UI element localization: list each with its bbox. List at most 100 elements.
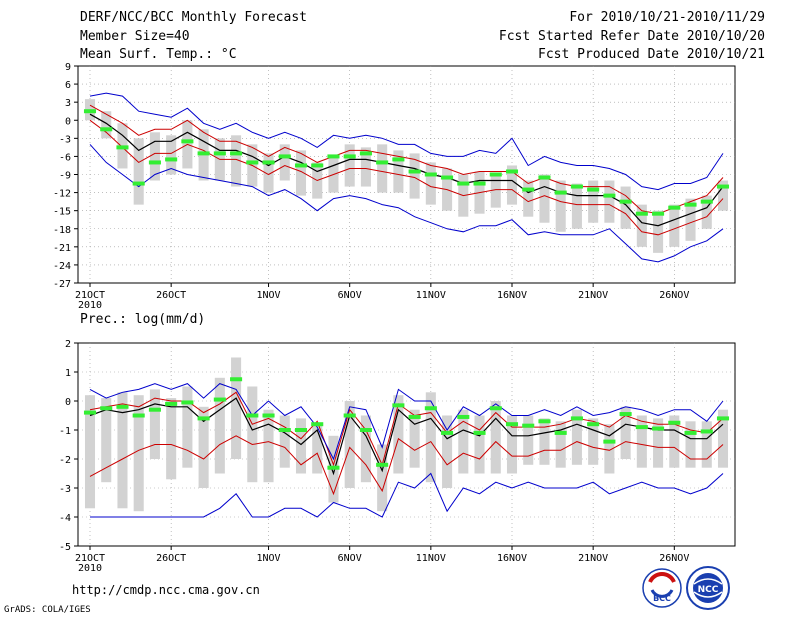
temp-ytick-label: -15 — [53, 207, 71, 218]
prec-spread-box — [588, 418, 599, 465]
prec-upper-bound-red-line — [89, 391, 724, 467]
header-title: DERF/NCC/BCC Monthly Forecast — [80, 10, 307, 25]
prec-observed-marker — [408, 414, 421, 419]
prec-observed-marker — [246, 413, 259, 418]
prec-observed-marker — [441, 430, 454, 435]
temp-xtick-label: 26NOV — [659, 290, 689, 301]
prec-observed-marker — [619, 412, 632, 417]
prec-spread-box — [101, 398, 112, 483]
temp-ytick-label: -3 — [59, 134, 71, 145]
prec-observed-marker — [587, 422, 600, 427]
prec-observed-marker — [197, 416, 210, 421]
temp-observed-marker — [424, 172, 437, 177]
prec-observed-marker — [230, 377, 243, 382]
ncc-logo: NCC — [686, 566, 730, 610]
temp-observed-marker — [684, 202, 697, 207]
temp-ytick-label: -9 — [59, 171, 71, 182]
prec-observed-marker — [457, 414, 470, 419]
prec-spread-box — [701, 421, 712, 468]
temp-observed-marker — [132, 181, 145, 186]
temp-observed-marker — [343, 154, 356, 159]
prec-observed-marker — [716, 416, 730, 421]
temp-spread-box — [588, 180, 599, 223]
header-forecast-period: For 2010/10/21-2010/11/29 — [569, 10, 765, 25]
temp-observed-marker — [473, 181, 486, 186]
temp-observed-marker — [587, 187, 600, 192]
temp-spread-box — [149, 132, 160, 181]
temp-spread-box — [653, 210, 664, 253]
temp-observed-marker — [311, 163, 324, 168]
prec-observed-marker — [116, 404, 129, 409]
prec-spread-box — [620, 406, 631, 459]
prec-spread-box — [198, 406, 209, 488]
temp-xtick-label: 11NOV — [416, 290, 446, 301]
temp-observed-marker — [246, 160, 259, 165]
header-start-date: Fcst Started Refer Date 2010/10/20 — [498, 29, 765, 44]
temp-spread-box — [717, 180, 729, 211]
prec-observed-marker — [343, 413, 356, 418]
temp-lower-bound-red-line — [89, 119, 724, 236]
temp-ytick-label: -6 — [59, 152, 71, 163]
temp-spread-box — [539, 174, 550, 223]
temp-ytick-label: 6 — [65, 80, 71, 91]
prec-observed-marker — [392, 403, 405, 408]
temp-observed-marker — [603, 193, 616, 198]
prec-xtick-label: 26OCT — [156, 553, 186, 564]
website-url[interactable]: http://cmdp.ncc.cma.gov.cn — [72, 583, 260, 597]
temp-spread-box — [604, 180, 615, 223]
prec-observed-marker — [522, 423, 535, 428]
prec-observed-marker — [684, 430, 697, 435]
prec-lower-bound-red-line — [89, 435, 724, 496]
prec-observed-marker — [262, 413, 275, 418]
temp-spread-box — [279, 144, 290, 181]
temp-xtick-label: 21OCT — [75, 290, 105, 301]
prec-spread-box — [425, 392, 436, 483]
prec-spread-box — [474, 415, 485, 474]
temp-spread-box — [409, 153, 420, 199]
prec-spread-box — [458, 409, 469, 474]
temp-spread-box — [701, 195, 712, 229]
prec-max-blue-line — [89, 383, 724, 461]
prec-spread-box — [263, 409, 274, 483]
temp-spread-box — [344, 144, 355, 187]
temp-spread-box — [377, 144, 388, 193]
temp-observed-marker — [359, 151, 372, 156]
prec-observed-marker — [652, 426, 665, 431]
prec-spread-box — [231, 357, 242, 459]
prec-observed-marker — [554, 430, 567, 435]
prec-observed-marker — [603, 439, 616, 444]
temp-xtick-label: 16NOV — [497, 290, 527, 301]
prec-observed-marker — [311, 422, 324, 427]
prec-spread-box — [636, 415, 647, 468]
prec-observed-marker — [505, 422, 519, 427]
temp-spread-box — [555, 180, 566, 232]
prec-xtick-label: 21NOV — [578, 553, 608, 564]
prec-xtick-year: 2010 — [78, 563, 102, 574]
temp-spread-box — [263, 153, 274, 193]
prec-spread-box — [133, 395, 144, 512]
temp-observed-marker — [278, 154, 291, 159]
temp-spread-box — [571, 183, 582, 229]
grads-credit: GrADS: COLA/IGES — [4, 605, 91, 615]
prec-spread-box — [279, 415, 290, 468]
prec-spread-box — [604, 424, 615, 474]
temp-ytick-label: 9 — [65, 62, 71, 73]
prec-plot-frame — [77, 342, 736, 547]
temp-spread-box — [685, 198, 696, 241]
prec-spread-box — [84, 395, 96, 509]
temp-xtick-label: 1NOV — [256, 290, 280, 301]
temp-max-blue-line — [89, 92, 724, 191]
prec-observed-marker — [278, 428, 291, 432]
temp-observed-marker — [668, 205, 681, 210]
temp-observed-marker — [716, 184, 730, 189]
prec-observed-marker — [148, 407, 161, 412]
prec-spread-box — [149, 389, 160, 459]
temp-observed-marker — [100, 127, 113, 132]
prec-spread-box — [377, 444, 388, 512]
prec-spread-box — [571, 409, 582, 465]
prec-observed-marker — [359, 428, 372, 432]
temp-spread-box — [166, 135, 177, 175]
prec-spread-box — [539, 418, 550, 465]
temp-ytick-label: -18 — [53, 225, 71, 236]
temp-observed-marker — [181, 139, 194, 144]
